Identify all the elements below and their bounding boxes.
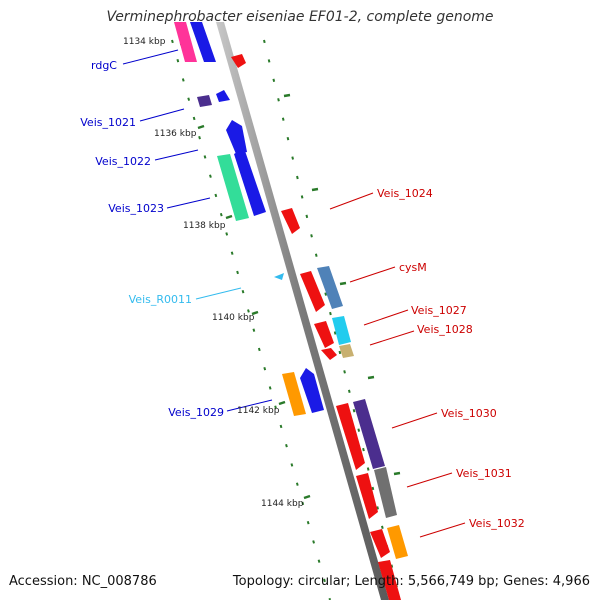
kbp-label: 1140 kbp [212, 313, 255, 323]
major-tick [251, 310, 259, 316]
Veis_1021-gene[interactable] [197, 95, 212, 107]
cysM-gene[interactable] [317, 266, 343, 309]
rdgC-leader [122, 49, 179, 65]
Veis_1023-leader [166, 197, 211, 209]
Veis_1030-leader [391, 412, 438, 429]
kbp-label: 1134 kbp [123, 37, 166, 47]
tick-guides [171, 39, 401, 600]
gene-label-Veis_1027[interactable]: Veis_1027 [411, 304, 467, 317]
gene-label-Veis_1024[interactable]: Veis_1024 [377, 187, 433, 200]
accession-text: Accession: NC_008786 [9, 574, 157, 589]
major-tick [339, 281, 347, 286]
gene-label-cysM[interactable]: cysM [399, 261, 427, 274]
plus-strand-genes [231, 54, 408, 600]
Veis_1029-gene[interactable] [300, 368, 324, 413]
kbp-label: 1138 kbp [183, 221, 226, 231]
Veis_1032-leader [419, 522, 466, 538]
Veis_1030b-gene[interactable] [353, 399, 385, 469]
kbp-labels: 1134 kbp 1136 kbp 1138 kbp 1140 kbp 1142… [123, 37, 304, 509]
major-tick [197, 124, 205, 130]
minus-strand-genes [174, 22, 324, 416]
gene-1025[interactable] [300, 271, 325, 312]
kbp-label: 1136 kbp [154, 129, 197, 139]
Veis_R0011-gene[interactable] [274, 273, 284, 280]
gene-label-Veis_1021[interactable]: Veis_1021 [80, 116, 136, 129]
Veis_1031-gene[interactable] [356, 473, 378, 519]
map-title: Verminephrobacter eiseniae EF01-2, compl… [106, 9, 494, 25]
Veis_1031-leader [406, 472, 453, 488]
gene-label-rdgC[interactable]: rdgC [91, 59, 117, 72]
Veis_1022b-gene[interactable] [234, 148, 266, 216]
gene-label-Veis_1030[interactable]: Veis_1030 [441, 407, 497, 420]
major-tick [278, 400, 286, 406]
rdgC-gene[interactable] [174, 22, 197, 62]
gene-1019[interactable] [190, 22, 216, 62]
Veis_1020-gene[interactable] [216, 90, 230, 102]
genome-summary-text: Topology: circular; Length: 5,566,749 bp… [232, 574, 590, 589]
major-tick [283, 93, 291, 98]
gene-label-Veis_1022[interactable]: Veis_1022 [95, 155, 151, 168]
outer-tick-guide [263, 39, 401, 600]
Veis_1031b-gene[interactable] [374, 467, 397, 518]
Veis_1024-gene[interactable] [281, 208, 300, 234]
gene-label-Veis_1023[interactable]: Veis_1023 [108, 202, 164, 215]
Veis_R0011-leader [195, 287, 242, 300]
leader-lines [122, 49, 466, 538]
Veis_1029a-gene[interactable] [282, 372, 306, 416]
minus-gene-labels: rdgC Veis_1021 Veis_1022 Veis_1023 Veis_… [80, 59, 224, 419]
Veis_1027-gene[interactable] [314, 321, 334, 348]
plus-gene-labels: Veis_1024 cysM Veis_1027 Veis_1028 Veis_… [377, 187, 525, 530]
Veis_1022-leader [154, 149, 199, 161]
major-tick [303, 494, 311, 500]
gene-bottom[interactable] [378, 560, 401, 600]
major-tick [393, 471, 401, 476]
Veis_1029-leader [226, 399, 273, 412]
Veis_1028-leader [369, 330, 415, 346]
kbp-label: 1142 kbp [237, 406, 280, 416]
Veis_1024-leader [329, 192, 374, 210]
gene-label-Veis_1029[interactable]: Veis_1029 [168, 406, 224, 419]
gene-label-Veis_1028[interactable]: Veis_1028 [417, 323, 473, 336]
Veis_1028b-gene[interactable] [339, 344, 354, 358]
Veis_1030-gene[interactable] [336, 403, 365, 470]
major-tick [225, 214, 233, 220]
cysM-leader [349, 266, 396, 283]
Veis_1023-gene[interactable] [217, 154, 249, 221]
Veis_1032-gene[interactable] [387, 525, 408, 559]
major-tick [367, 375, 375, 380]
Veis_1032a-gene[interactable] [370, 529, 390, 558]
Veis_1028-gene[interactable] [332, 316, 351, 345]
genome-backbone [216, 22, 389, 600]
Veis_1027-leader [363, 309, 409, 326]
gene-red-small[interactable] [231, 54, 246, 68]
kbp-label: 1144 kbp [261, 499, 304, 509]
Veis_1021-leader [139, 108, 185, 122]
gene-label-Veis_R0011[interactable]: Veis_R0011 [129, 293, 192, 306]
gene-red-tiny[interactable] [321, 348, 337, 360]
gene-label-Veis_1032[interactable]: Veis_1032 [469, 517, 525, 530]
gene-label-Veis_1031[interactable]: Veis_1031 [456, 467, 512, 480]
Veis_1022-gene[interactable] [226, 120, 247, 154]
major-tick [311, 187, 319, 192]
